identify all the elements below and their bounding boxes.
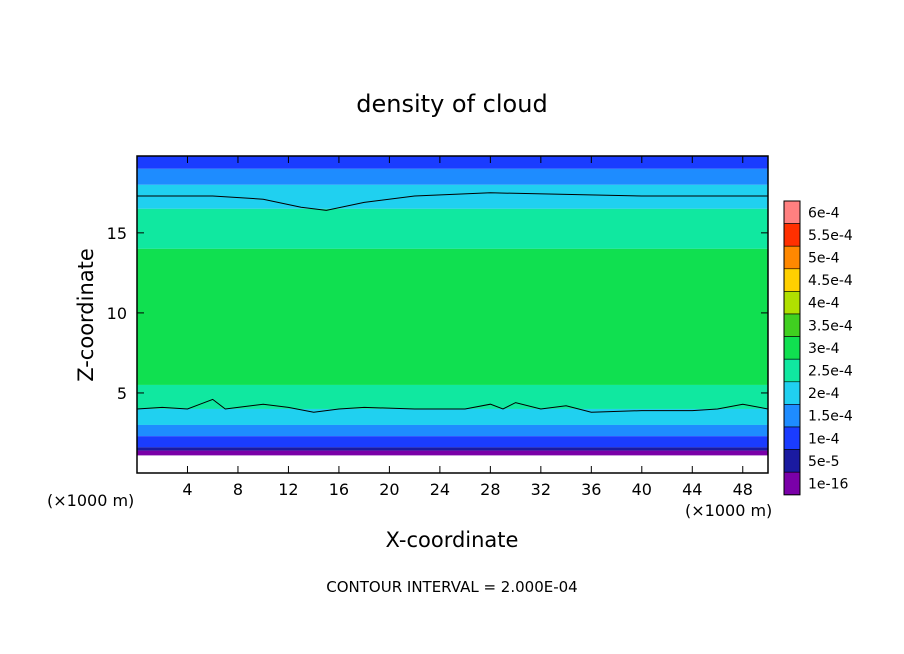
colorbar-label: 2e-4 <box>808 386 840 402</box>
x-tick-label: 44 <box>682 480 702 499</box>
colorbar-label: 6e-4 <box>808 205 840 221</box>
plot-area <box>136 155 769 474</box>
density-band-2 <box>137 184 768 209</box>
colorbar-label: 1e-16 <box>808 477 848 493</box>
colorbar-label: 5e-5 <box>808 454 839 470</box>
colorbar-swatch <box>783 291 801 315</box>
density-band-9 <box>137 447 768 451</box>
colorbar-label: 4e-4 <box>808 296 840 312</box>
contour-interval-note: CONTOUR INTERVAL = 2.000E-04 <box>326 578 577 596</box>
y-tick-label: 15 <box>107 224 127 243</box>
density-band-10 <box>137 450 768 456</box>
colorbar-label: 2.5e-4 <box>808 364 853 380</box>
colorbar-swatch <box>783 381 801 405</box>
density-band-4 <box>137 248 768 385</box>
density-band-7 <box>137 424 768 437</box>
contour-lines <box>137 192 768 413</box>
x-tick-label: 20 <box>379 480 399 499</box>
colorbar-swatch <box>783 358 801 383</box>
upper-contour-line <box>137 192 768 211</box>
plot-frame <box>136 155 769 474</box>
colorbar-swatch <box>783 223 801 247</box>
x-tick-label: 48 <box>733 480 753 499</box>
y-axis-label: Z-coordinate <box>74 248 98 382</box>
x-tick-label: 4 <box>182 480 192 499</box>
x-axis-label: X-coordinate <box>386 528 519 552</box>
colorbar-swatch <box>783 471 801 496</box>
x-tick-label: 12 <box>278 480 298 499</box>
y-tick-label: 10 <box>107 304 127 323</box>
density-band-5 <box>137 384 768 409</box>
colorbar-label: 1e-4 <box>808 431 840 447</box>
colorbar-swatch <box>783 426 801 450</box>
x-axis: 4 8 12 16 20 24 28 32 36 40 44 48 <box>182 156 753 499</box>
chart-title: density of cloud <box>356 90 547 118</box>
colorbar-swatch <box>783 268 801 292</box>
colorbar-label: 5e-4 <box>808 251 840 267</box>
x-tick-label: 36 <box>581 480 601 499</box>
x-tick-label: 28 <box>480 480 500 499</box>
colorbar-label: 3e-4 <box>808 341 840 357</box>
x-unit-label: (×1000 m) <box>685 501 772 520</box>
density-band-0 <box>137 156 768 169</box>
y-tick-label: 5 <box>117 384 127 403</box>
density-band-6 <box>137 408 768 425</box>
colorbar-legend: 6e-4 5.5e-4 5e-4 4.5e-4 4e-4 3.5e-4 3e-4 2.5e-4… <box>783 200 853 496</box>
colorbar-label: 1.5e-4 <box>808 409 853 425</box>
colorbar-swatch <box>783 245 801 270</box>
colorbar-label: 3.5e-4 <box>808 318 853 334</box>
x-tick-label: 40 <box>632 480 652 499</box>
colorbar-swatch <box>783 336 801 360</box>
density-band-8 <box>137 436 768 448</box>
colorbar-frame <box>783 200 801 496</box>
density-field <box>137 156 768 456</box>
density-band-1 <box>137 168 768 185</box>
colorbar-swatch <box>783 449 801 473</box>
x-tick-label: 8 <box>233 480 243 499</box>
x-tick-label: 24 <box>430 480 450 499</box>
y-axis: 5 10 15 <box>107 224 768 403</box>
density-band-3 <box>137 208 768 249</box>
z-unit-label: (×1000 m) <box>47 491 134 510</box>
lower-contour-line <box>137 398 768 413</box>
colorbar-swatch <box>783 200 801 224</box>
colorbar-label: 4.5e-4 <box>808 273 853 289</box>
colorbar-label: 5.5e-4 <box>808 228 853 244</box>
x-tick-label: 16 <box>329 480 349 499</box>
colorbar-swatch <box>783 404 801 428</box>
x-tick-label: 32 <box>531 480 551 499</box>
colorbar-swatch <box>783 313 801 337</box>
